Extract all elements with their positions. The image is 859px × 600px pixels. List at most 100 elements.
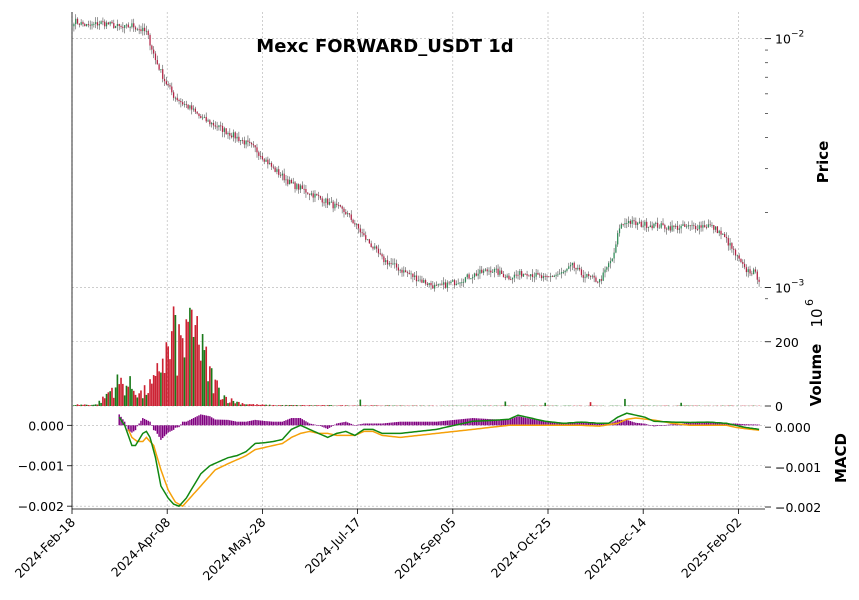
volume-bar [82, 404, 84, 406]
candle-body [473, 273, 476, 278]
volume-bar [143, 385, 146, 406]
macd-histogram-bar [354, 425, 356, 426]
macd-histogram-bar [441, 421, 443, 426]
volume-bar [265, 404, 267, 406]
candle-body [475, 273, 477, 276]
macd-histogram-bar [569, 423, 572, 426]
candle-body [301, 185, 303, 189]
candle-body [274, 167, 276, 172]
macd-histogram-bar [134, 425, 137, 431]
macd-histogram-bar [595, 422, 597, 426]
candle-body [544, 276, 546, 277]
macd-histogram-bar [386, 422, 389, 426]
macd-histogram-bar [558, 423, 561, 426]
macd-histogram-bar [172, 425, 175, 430]
volume-bar [286, 405, 289, 406]
candle-body [172, 92, 175, 98]
volume-bar [259, 404, 262, 406]
candle-body [259, 155, 262, 157]
candle-body [602, 272, 604, 281]
candle-body [410, 273, 412, 275]
macd-histogram-bar [515, 416, 517, 426]
candle-body [444, 282, 447, 288]
macd-histogram-bar [403, 421, 405, 426]
macd-histogram-bar [131, 425, 133, 433]
candle-body [374, 246, 376, 249]
macd-histogram-bar [673, 424, 675, 426]
macd-histogram-bar [740, 423, 742, 426]
candle-body [124, 25, 126, 28]
volume-bar [308, 405, 311, 406]
volume-bar [73, 405, 75, 406]
macd-line [118, 412, 760, 508]
candle-body [149, 34, 151, 46]
macd-histogram-bar [294, 418, 296, 426]
macd-histogram-bar [392, 422, 394, 426]
candle-body [258, 152, 260, 156]
macd-histogram-bar [627, 420, 630, 426]
candle-body [642, 225, 644, 227]
volume-bar [76, 404, 79, 406]
macd-histogram-bar [288, 418, 291, 426]
macd-histogram-bar [642, 423, 644, 426]
macd-panel-content [118, 412, 760, 508]
candle-body [269, 162, 271, 165]
candle-body [221, 125, 224, 132]
candle-body [729, 243, 731, 246]
chart-title: Mexc FORWARD_USDT 1d [256, 36, 513, 57]
volume-bar [216, 380, 218, 406]
macd-histogram-bar [259, 420, 262, 426]
candle-body [98, 23, 100, 26]
candle-body [464, 277, 467, 282]
candle-body [453, 280, 456, 286]
macd-histogram-bar [408, 421, 410, 426]
candle-body [189, 105, 191, 109]
candle-body [470, 278, 472, 280]
candle-body [577, 267, 579, 270]
candle-body [408, 272, 410, 275]
macd-histogram-bar [577, 422, 579, 426]
macd-histogram-bar [575, 422, 577, 426]
candle-body [227, 132, 229, 135]
candle-body [305, 189, 307, 193]
macd-histogram-bar [343, 422, 345, 426]
candle-body [377, 248, 380, 254]
macd-histogram-bar [252, 420, 255, 426]
candle-body [163, 78, 166, 82]
candle-body [243, 140, 245, 145]
volume-bar [136, 397, 139, 406]
candle-body [87, 24, 90, 25]
candle-body [433, 284, 436, 289]
candle-body [421, 279, 423, 283]
macd-histogram-bar [513, 417, 516, 426]
macd-histogram-bar [417, 421, 420, 426]
candle-body [292, 182, 294, 184]
macd-histogram-bar [372, 423, 374, 426]
macd-histogram-bar [578, 422, 581, 426]
volume-bar [225, 396, 227, 406]
macd-histogram-bar [321, 425, 323, 427]
candle-body [713, 225, 715, 230]
candle-body [510, 279, 512, 281]
volume-bar [178, 324, 180, 406]
macd-histogram-bar [268, 421, 271, 426]
candle-body [250, 142, 253, 145]
candle-body [381, 254, 383, 257]
volume-bar [230, 398, 233, 406]
macd-histogram-bar [181, 421, 184, 426]
volume-bar [94, 404, 97, 406]
macd-histogram-bar [703, 422, 706, 426]
macd-histogram-bar [736, 423, 739, 426]
candle-body [356, 223, 358, 225]
volume-bar [189, 307, 191, 406]
macd-histogram-bar [716, 422, 719, 426]
macd-histogram-bar [145, 419, 148, 426]
macd-histogram-bar [508, 419, 510, 426]
macd-histogram-bar [390, 422, 392, 426]
macd-histogram-bar [709, 422, 711, 426]
volume-bar [281, 405, 284, 406]
candle-body [406, 272, 409, 273]
macd-histogram-bar [290, 418, 293, 426]
candle-body [232, 132, 235, 138]
